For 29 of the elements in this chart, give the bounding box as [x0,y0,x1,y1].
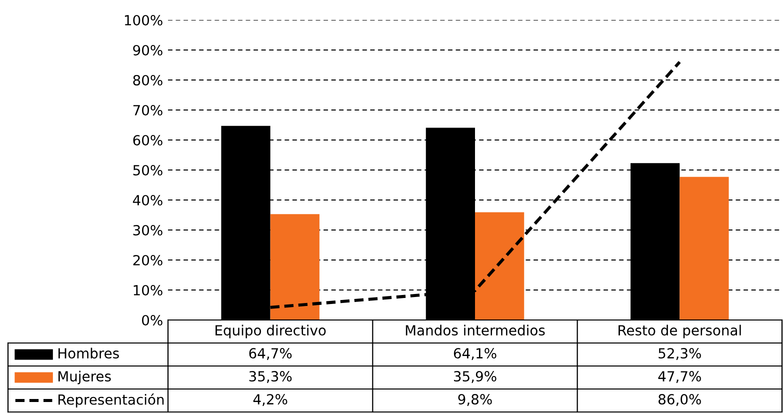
data-label: 4,2% [253,394,288,406]
y-tick-label: 80% [133,74,162,86]
y-tick-label: 10% [134,284,162,296]
data-label: 9,8% [458,394,492,406]
bar [680,176,729,320]
bar [475,212,524,320]
data-label: 52,3% [658,348,701,360]
y-tick-label: 20% [133,254,162,266]
y-tick-label: 40% [132,194,162,206]
bar [270,214,320,320]
legend-label: Hombres [58,348,119,359]
y-tick-label: 0% [142,314,162,326]
data-label: 64,1% [454,348,496,360]
x-tick-label: Equipo directivo [216,324,326,338]
data-label: 86,0% [658,394,701,406]
x-tick-label: Mandos intermedios [406,324,545,336]
y-tick-label: 30% [133,224,162,236]
y-tick-label: 50% [133,164,162,176]
data-label: 35,3% [249,371,292,383]
y-tick-label: 70% [133,104,162,116]
legend-label: Representación [58,394,164,408]
y-tick-label: 60% [133,134,162,146]
legend-label: Mujeres [58,370,111,384]
data-label: 64,7% [249,348,292,360]
data-label: 47,7% [658,371,701,383]
y-tick-label: 90% [133,44,162,56]
data-label: 35,9% [454,371,496,383]
y-tick-label: 100% [124,14,162,26]
x-tick-label: Resto de personal [618,324,741,338]
